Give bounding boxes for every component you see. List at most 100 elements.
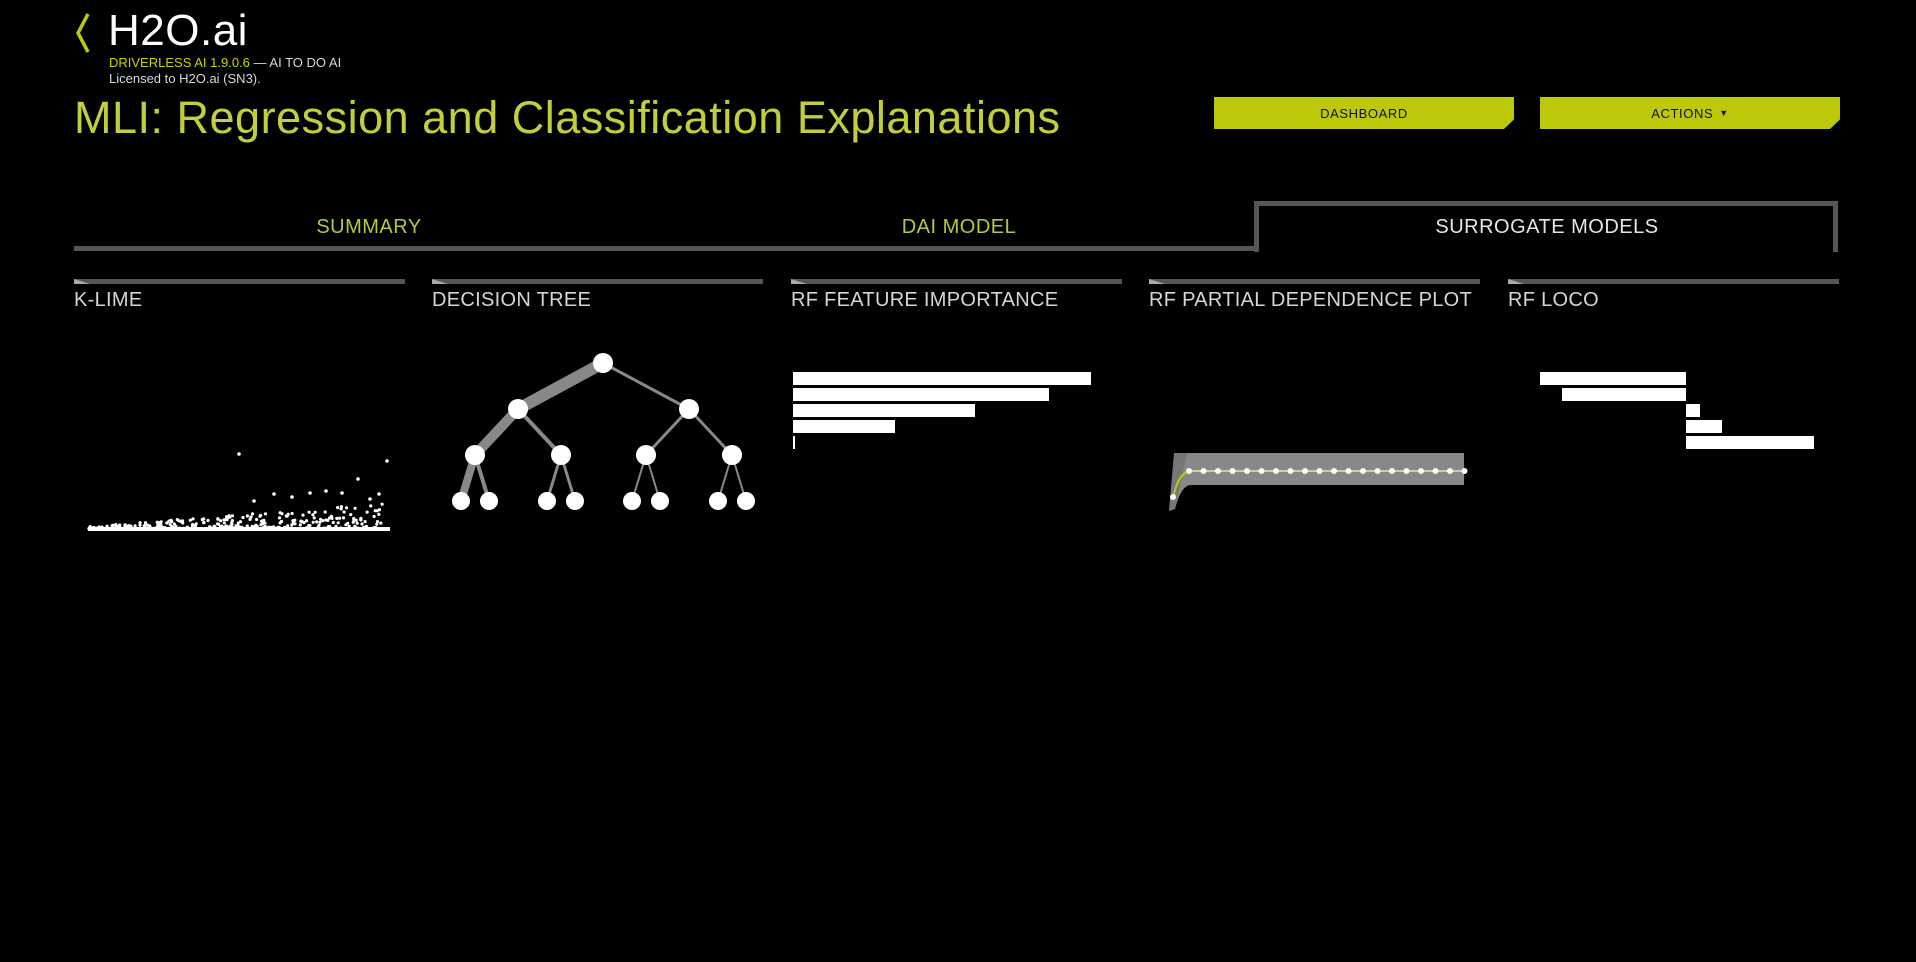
pdp-point xyxy=(1302,468,1308,474)
klime-point xyxy=(129,524,133,528)
tab-dai-model[interactable]: DAI MODEL xyxy=(901,215,1017,238)
card-title: RF PARTIAL DEPENDENCE PLOT xyxy=(1149,289,1473,311)
klime-point xyxy=(342,510,346,514)
pdp-point xyxy=(1186,468,1192,474)
klime-point xyxy=(372,514,376,519)
klime-point xyxy=(216,522,220,526)
card-title: K-LIME xyxy=(74,289,143,311)
klime-point xyxy=(220,524,224,528)
klime-point xyxy=(356,477,360,481)
card-klime[interactable]: K-LIME xyxy=(74,279,405,549)
klime-point xyxy=(252,499,256,503)
klime-point xyxy=(326,518,330,522)
klime-point xyxy=(279,519,284,524)
klime-point xyxy=(241,515,245,520)
klime-point xyxy=(169,518,173,522)
tab-surrogate-models[interactable]: SURROGATE MODELS xyxy=(1435,215,1659,238)
feature-importance-thumbnail-icon xyxy=(793,372,1091,449)
klime-band xyxy=(88,527,390,531)
klime-point xyxy=(365,510,369,514)
klime-point xyxy=(363,520,367,524)
klime-point xyxy=(351,520,355,524)
klime-point xyxy=(225,516,229,520)
klime-point xyxy=(368,497,372,501)
actions-button[interactable]: ACTIONS ▼ xyxy=(1540,97,1840,129)
klime-point xyxy=(308,491,312,495)
card-bar xyxy=(74,279,405,284)
chevron-left-icon[interactable] xyxy=(74,10,94,56)
pdp-point xyxy=(1461,468,1468,474)
klime-point xyxy=(335,516,339,520)
klime-point xyxy=(261,522,265,526)
pdp-point xyxy=(1389,468,1395,474)
loco-thumbnail-icon xyxy=(1540,372,1814,449)
klime-point xyxy=(123,523,127,528)
klime-point xyxy=(311,520,315,524)
klime-point xyxy=(253,524,257,528)
klime-point xyxy=(336,506,340,510)
klime-point xyxy=(305,519,309,523)
klime-point xyxy=(379,521,383,525)
klime-point xyxy=(228,515,232,519)
klime-point xyxy=(260,519,264,523)
pdp-point xyxy=(1447,468,1453,474)
klime-point xyxy=(142,524,146,528)
klime-point xyxy=(245,524,249,528)
pdp-point xyxy=(1403,468,1410,474)
klime-point xyxy=(236,524,240,528)
klime-point xyxy=(298,523,302,527)
klime-point xyxy=(331,520,335,525)
klime-point xyxy=(377,492,381,496)
pdp-point xyxy=(1273,468,1279,474)
card-rf-feature-importance[interactable]: RF FEATURE IMPORTANCE xyxy=(791,279,1122,549)
klime-point xyxy=(206,518,210,523)
version-text: DRIVERLESS AI 1.9.0.6 xyxy=(109,55,250,70)
klime-point xyxy=(172,522,176,526)
klime-point xyxy=(230,522,234,526)
klime-point xyxy=(340,491,344,495)
klime-point xyxy=(155,520,159,524)
pdp-point xyxy=(1229,468,1236,474)
partial-dependence-thumbnail-icon xyxy=(1169,453,1468,511)
klime-point xyxy=(323,510,327,514)
pdp-point xyxy=(1244,468,1250,474)
klime-point xyxy=(377,512,381,516)
klime-point xyxy=(339,507,343,511)
card-decision-tree[interactable]: DECISION TREE xyxy=(432,279,763,549)
tab-summary[interactable]: SUMMARY xyxy=(316,215,422,238)
klime-point xyxy=(300,520,304,524)
klime-point xyxy=(291,519,295,523)
card-title: RF LOCO xyxy=(1508,289,1599,311)
card-rf-partial-dependence[interactable]: RF PARTIAL DEPENDENCE PLOT xyxy=(1149,279,1480,549)
klime-point xyxy=(193,523,197,527)
klime-point xyxy=(375,520,380,524)
klime-point xyxy=(317,523,321,527)
klime-point xyxy=(165,521,169,525)
klime-point xyxy=(263,512,268,516)
card-rf-loco[interactable]: RF LOCO xyxy=(1508,279,1839,549)
tab-bar: SUMMARY DAI MODEL SURROGATE MODELS xyxy=(74,201,1840,253)
klime-point xyxy=(180,519,185,523)
klime-point xyxy=(143,521,148,525)
klime-point xyxy=(174,524,178,528)
klime-point xyxy=(277,516,282,520)
logo: H2O.ai xyxy=(108,6,248,55)
klime-point xyxy=(222,518,226,522)
klime-point xyxy=(105,524,109,528)
klime-point xyxy=(375,522,379,526)
dashboard-button[interactable]: DASHBOARD xyxy=(1214,97,1514,129)
pdp-point xyxy=(1331,468,1337,474)
klime-point xyxy=(312,516,316,520)
klime-point xyxy=(191,523,195,527)
card-bar xyxy=(791,279,1122,284)
pdp-point xyxy=(1418,468,1424,474)
tagline: — AI TO DO AI xyxy=(249,55,342,70)
pdp-point xyxy=(1287,468,1294,474)
pdp-point xyxy=(1360,468,1366,474)
klime-point xyxy=(272,492,276,496)
klime-point xyxy=(341,516,346,520)
klime-point xyxy=(369,504,373,508)
klime-point xyxy=(293,522,297,526)
klime-point xyxy=(133,524,137,528)
page-title: MLI: Regression and Classification Expla… xyxy=(74,92,1061,143)
